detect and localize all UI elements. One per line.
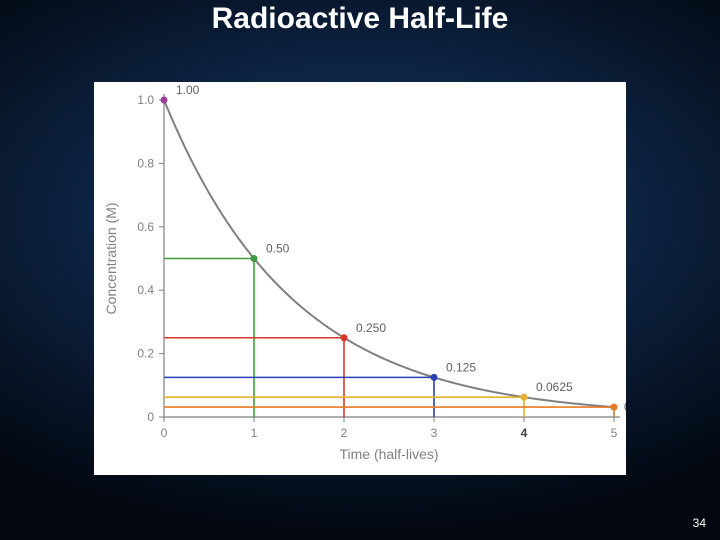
slide: Radioactive Half-Life 00.20.40.60.81.001… — [0, 0, 720, 540]
svg-text:5: 5 — [611, 426, 618, 440]
svg-text:2: 2 — [341, 426, 348, 440]
svg-text:1.0: 1.0 — [137, 93, 154, 107]
halflife-chart: 00.20.40.60.81.0012345Time (half-lives)C… — [94, 82, 626, 475]
svg-text:0.0625: 0.0625 — [536, 380, 573, 394]
svg-text:Time (half-lives): Time (half-lives) — [339, 446, 438, 462]
svg-text:4: 4 — [521, 426, 528, 440]
svg-text:0: 0 — [161, 426, 168, 440]
slide-title: Radioactive Half-Life — [0, 2, 720, 36]
page-number: 34 — [693, 516, 706, 530]
svg-text:0.125: 0.125 — [446, 360, 476, 374]
svg-text:0.03125: 0.03125 — [624, 400, 626, 414]
svg-text:1: 1 — [251, 426, 258, 440]
svg-text:Concentration (M): Concentration (M) — [103, 202, 119, 314]
svg-text:0.250: 0.250 — [356, 321, 386, 335]
svg-text:0.6: 0.6 — [137, 220, 154, 234]
svg-text:0.2: 0.2 — [137, 347, 154, 361]
svg-text:1.00: 1.00 — [176, 83, 200, 97]
svg-text:0.4: 0.4 — [137, 283, 154, 297]
svg-text:0.50: 0.50 — [266, 242, 290, 256]
svg-text:0.8: 0.8 — [137, 156, 154, 170]
svg-text:0: 0 — [147, 410, 154, 424]
chart-panel: 00.20.40.60.81.0012345Time (half-lives)C… — [94, 82, 626, 475]
svg-text:3: 3 — [431, 426, 438, 440]
